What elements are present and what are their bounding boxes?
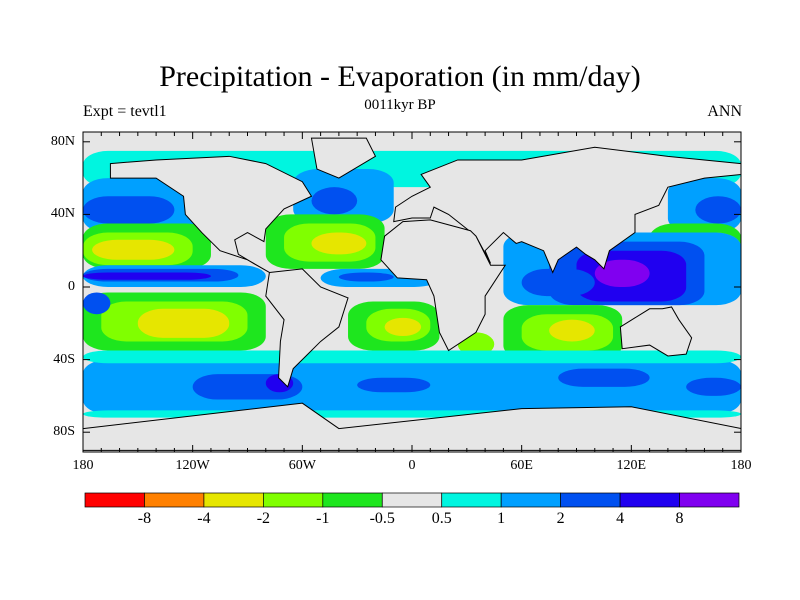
colorbar-box (322, 492, 383, 508)
continent-south-america (265, 268, 349, 388)
lon-tick-label: 60W (288, 458, 316, 473)
colorbar-label: -8 (137, 510, 152, 527)
continent-greenland (310, 137, 377, 179)
lat-tick-label: 80N (50, 133, 75, 149)
colorbar-box (619, 492, 680, 508)
continent-north-america (109, 155, 313, 273)
field-patch (83, 272, 211, 280)
colorbar-label: -2 (256, 510, 271, 527)
field-patch (338, 272, 394, 282)
colorbar-box (144, 492, 205, 508)
colorbar-label: 8 (675, 510, 684, 527)
colorbar-box (441, 492, 502, 508)
colorbar-box (263, 492, 324, 508)
lon-tick-label: 120W (175, 458, 210, 473)
field-patch (521, 268, 595, 297)
colorbar-label: -4 (197, 510, 211, 527)
lat-tick-label: 40S (53, 351, 75, 367)
lat-tick-label: 0 (68, 279, 75, 294)
continent-africa (380, 219, 507, 352)
field-patch (549, 319, 595, 342)
field-patch (311, 232, 367, 255)
field-patch (83, 196, 175, 224)
colorbar-label: 2 (556, 510, 565, 527)
lat-tick-label: 80S (53, 424, 75, 440)
lon-tick-label: 180 (730, 458, 752, 473)
field-patch (83, 350, 741, 364)
colorbar-box (381, 492, 443, 508)
field-patch (695, 196, 741, 224)
colorbar-box (203, 492, 264, 508)
colorbar-label: -0.5 (369, 510, 395, 527)
field-patch (137, 308, 230, 338)
continent-australia (619, 306, 693, 357)
field-patch (311, 187, 358, 215)
colorbar-label: 0.5 (431, 510, 452, 527)
plot-subtitle: 0011kyr BP (364, 97, 436, 113)
field-patch (83, 292, 111, 315)
colorbar-label: 1 (497, 510, 506, 527)
lon-tick-label: 0 (408, 458, 416, 473)
colorbar-label: -1 (316, 510, 330, 527)
colorbar-box (679, 492, 740, 508)
field-patch (92, 239, 175, 260)
colorbar-box (500, 492, 561, 508)
colorbar-box (84, 492, 145, 508)
field-patch (686, 377, 741, 396)
plot-title: Precipitation - Evaporation (in mm/day) (159, 60, 641, 93)
lon-tick-label: 60E (510, 458, 533, 473)
colorbar-box (560, 492, 621, 508)
colorbar-label: 4 (616, 510, 625, 527)
lon-tick-label: 120E (616, 458, 647, 473)
season-label: ANN (707, 103, 742, 120)
map-field (83, 132, 741, 452)
field-patch (594, 259, 650, 287)
field-patch (357, 377, 431, 393)
lon-tick-label: 180 (72, 458, 94, 473)
experiment-label: Expt = tevtl1 (83, 103, 167, 120)
continent-eurasia (393, 146, 741, 274)
lat-tick-label: 40N (50, 206, 75, 222)
field-patch (558, 368, 650, 387)
field-patch (384, 317, 422, 337)
